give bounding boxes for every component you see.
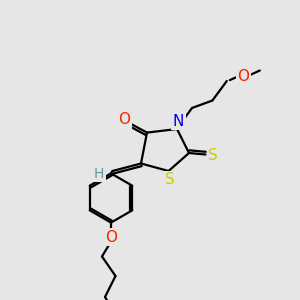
Text: S: S	[165, 172, 175, 188]
Text: H: H	[94, 167, 104, 181]
Text: S: S	[208, 148, 218, 164]
Text: O: O	[237, 69, 249, 84]
Text: O: O	[105, 230, 117, 244]
Text: O: O	[118, 112, 130, 128]
Text: N: N	[173, 114, 184, 129]
